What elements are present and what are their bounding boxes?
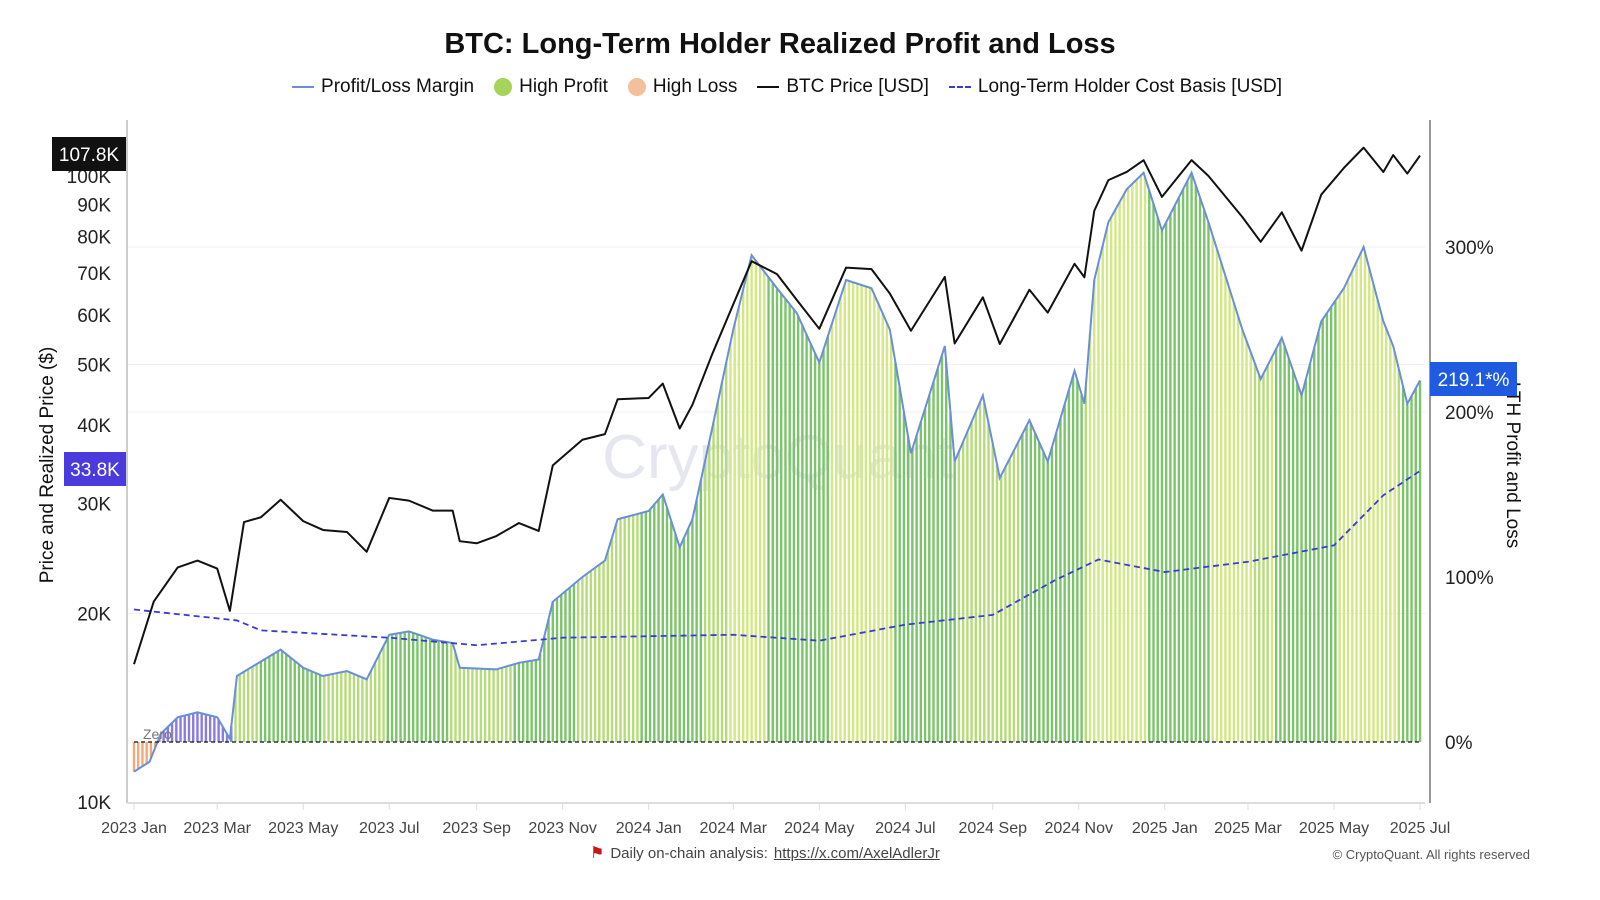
x-tick-label: 2023 May [268,820,338,837]
left-tick-label: 80K [77,228,111,249]
x-tick-label: 2024 Sep [958,820,1027,837]
x-tick-label: 2024 Jul [875,820,936,837]
legend-dot-icon [627,78,646,96]
cost-basis-line [133,470,1421,647]
btc-price-line [133,146,1421,665]
price-badge-text: 107.8K [59,145,120,166]
x-tick-label: 2023 Sep [442,820,511,837]
cost-basis-badge-text: 33.8K [70,460,120,481]
right-axis-title: LTH Profit and Loss [1502,382,1523,549]
legend-line-icon [757,86,780,88]
right-tick-label: 100% [1445,568,1494,589]
legend-item[interactable]: Profit/Loss Margin [292,76,474,98]
legend: Profit/Loss Margin High Profit High Loss BT… [0,76,1574,98]
margin-badge-bg [1430,362,1517,396]
left-axis-title: Price and Realized Price ($) [37,347,58,584]
left-tick-label: 100K [67,167,112,188]
x-tick-label: 2025 Mar [1214,820,1282,837]
legend-item[interactable]: BTC Price [USD] [757,76,929,98]
price-badge: 107.8K [52,137,126,171]
legend-line-icon [948,86,971,88]
right-tick-label: 200% [1445,403,1494,424]
margin-badge-text: 219.1*% [1438,370,1510,391]
left-tick-label: 90K [77,196,111,217]
x-tick-label: 2025 Jul [1390,820,1451,837]
legend-label: Long-Term Holder Cost Basis [USD] [977,76,1282,97]
legend-label: High Loss [652,76,738,97]
legend-label: Profit/Loss Margin [321,76,475,97]
x-tick-label: 2024 Jan [616,820,682,837]
margin-badge: 219.1*% [1430,362,1517,396]
x-tick-label: 2025 Jan [1132,820,1198,837]
x-tick-label: 2023 Mar [183,820,251,837]
legend-label: BTC Price [USD] [786,76,929,97]
footer: ⚑ Daily on-chain analysis: https://x.com… [590,843,940,863]
x-tick-label: 2024 Mar [699,820,767,837]
right-tick-label: 300% [1445,238,1494,259]
cost-basis-badge-bg [64,452,126,486]
footer-link[interactable]: https://x.com/AxelAdlerJr [773,844,940,862]
legend-item[interactable]: Long-Term Holder Cost Basis [USD] [948,76,1282,98]
x-tick-label: 2024 Nov [1045,820,1114,837]
left-tick-label: 40K [77,416,111,437]
left-tick-label: 20K [77,605,111,626]
x-tick-label: 2024 May [784,820,854,837]
x-tick-label: 2023 Jul [359,820,420,837]
left-tick-label: 60K [77,306,111,327]
x-tick-label: 2023 Jan [101,820,167,837]
zero-label: Zero [143,726,172,742]
legend-label: High Profit [519,76,608,97]
chart-title: BTC: Long-Term Holder Realized Profit an… [444,28,1116,60]
copyright: © CryptoQuant. All rights reserved [1332,847,1530,862]
legend-dot-icon [494,78,513,96]
left-tick-label: 30K [77,494,111,515]
flag-icon: ⚑ [590,845,605,862]
price-badge-bg [52,137,126,171]
left-tick-label: 50K [77,355,111,376]
legend-item[interactable]: High Loss [627,76,738,98]
legend-item[interactable]: High Profit [494,76,608,98]
x-tick-label: 2023 Nov [528,820,597,837]
cost-basis-badge: 33.8K [64,452,126,486]
footer-text: Daily on-chain analysis: [610,844,768,862]
legend-line-icon [292,86,315,88]
left-tick-label: 70K [77,264,111,285]
left-tick-label: 10K [77,793,111,814]
x-tick-label: 2025 May [1299,820,1369,837]
right-tick-label: 0% [1445,733,1473,754]
margin-line [133,170,1421,773]
